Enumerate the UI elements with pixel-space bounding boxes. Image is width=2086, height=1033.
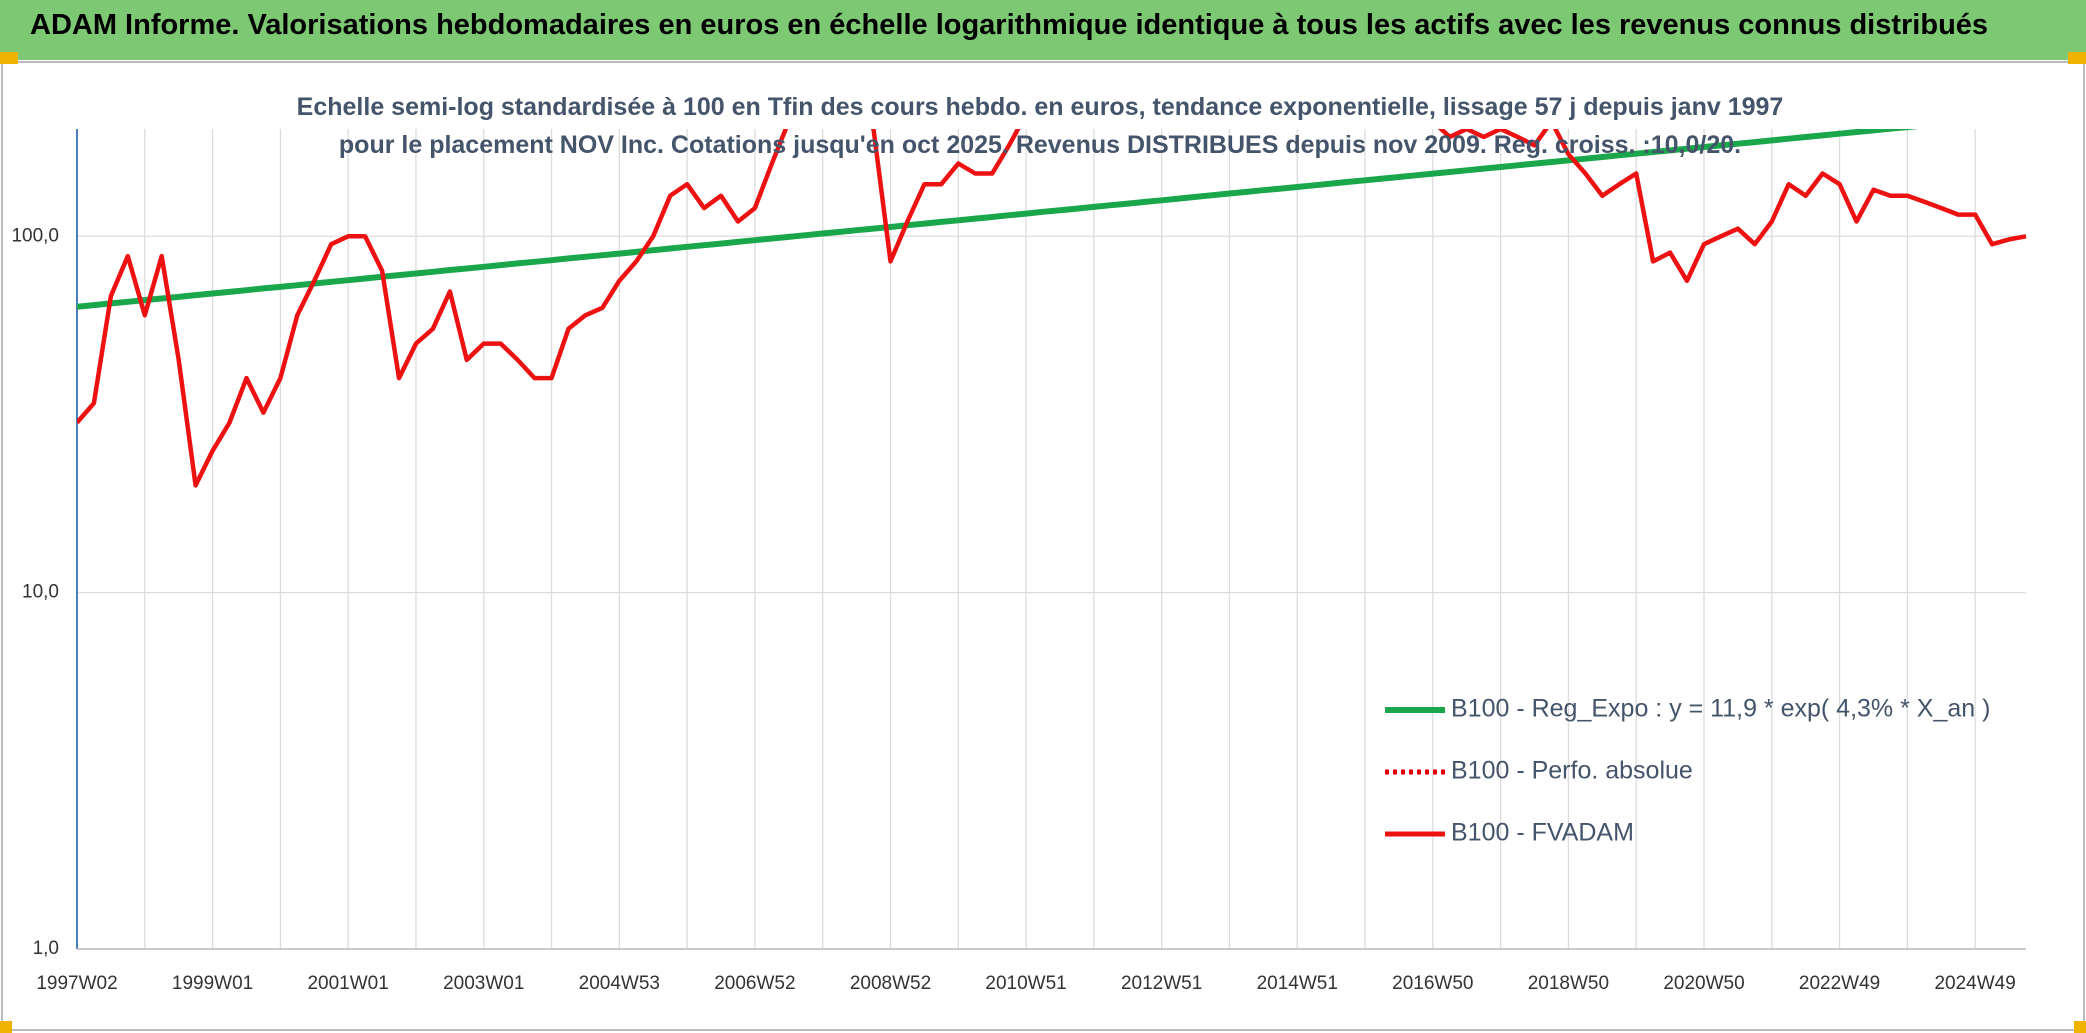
corner [0, 1021, 12, 1033]
x-tick-label: 2003W01 [443, 973, 524, 994]
frame [1, 61, 2085, 1031]
x-tick-label: 2001W01 [307, 973, 388, 994]
x-tick-label: 2006W52 [714, 973, 795, 994]
corner [2074, 1021, 2086, 1033]
x-tick-label: 2014W51 [1257, 973, 1338, 994]
series-line [77, 129, 1919, 310]
x-tick-label: 1999W01 [172, 973, 253, 994]
series-line [77, 129, 2027, 488]
x-tick-label: 2024W49 [1934, 973, 2015, 994]
y-tick-label: 1,0 [33, 938, 59, 959]
x-tick-label: 2010W51 [985, 973, 1066, 994]
page-title: ADAM Informe. Valorisations hebdomadaire… [30, 9, 1989, 41]
x-tick-label: 2018W50 [1528, 973, 1609, 994]
x-tick-label: 2008W52 [850, 973, 931, 994]
x-tick-label: 2012W51 [1121, 973, 1202, 994]
legend-label: B100 - Perfo. absolue [1451, 757, 1693, 785]
corner [0, 52, 18, 64]
plot-area [77, 129, 2027, 488]
y-tick-label: 10,0 [22, 582, 59, 603]
corner [2068, 52, 2086, 64]
x-tick-label: 2004W53 [579, 973, 660, 994]
x-tick-label: 2020W50 [1663, 973, 1744, 994]
legend-label: B100 - Reg_Expo : y = 11,9 * exp( 4,3% *… [1451, 695, 1990, 723]
x-tick-label: 2022W49 [1799, 973, 1880, 994]
x-tick-label: 2016W50 [1392, 973, 1473, 994]
x-tick-label: 1997W02 [36, 973, 117, 994]
header: ADAM Informe. Valorisations hebdomadaire… [0, 0, 2086, 60]
chart-subtitle: Echelle semi-log standardisée à 100 en T… [296, 93, 1784, 159]
legend-label: B100 - FVADAM [1451, 819, 1634, 847]
y-tick-label: 100,0 [11, 225, 59, 246]
